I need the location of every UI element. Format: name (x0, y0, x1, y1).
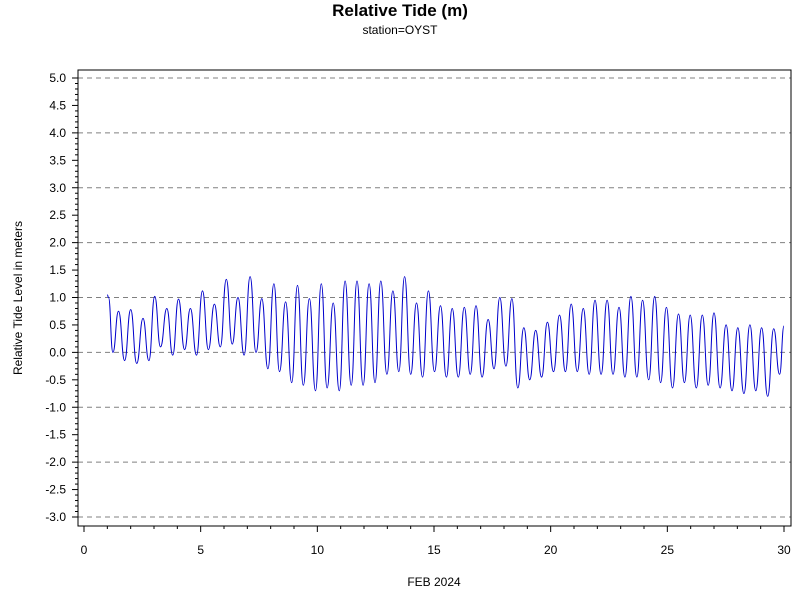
axis-ticks (72, 77, 785, 532)
y-tick-label: 2.0 (49, 236, 66, 250)
y-tick-label: 5.0 (49, 71, 66, 85)
y-tick-label: 0.0 (49, 345, 66, 359)
y-tick-label: 2.5 (49, 208, 66, 222)
y-tick-label: -1.0 (45, 400, 66, 414)
x-tick-label: 5 (197, 543, 204, 557)
y-tick-label: 1.0 (49, 291, 66, 305)
x-tick-label: 10 (311, 543, 325, 557)
y-tick-label: 3.5 (49, 153, 66, 167)
tick-labels: 5.0 4.5 4.0 3.5 3.0 2.5 2.0 1.5 1.0 0.5 0.0 -0.5 -1.… (45, 71, 791, 557)
y-tick-label: -3.0 (45, 510, 66, 524)
y-tick-label: 3.0 (49, 181, 66, 195)
y-tick-label: 1.5 (49, 263, 66, 277)
y-tick-label: -0.5 (45, 373, 66, 387)
chart-title: Relative Tide (m) (332, 1, 468, 20)
y-tick-label: 4.5 (49, 98, 66, 112)
x-tick-label: 30 (777, 543, 791, 557)
x-tick-label: 15 (427, 543, 441, 557)
x-tick-label: 20 (544, 543, 558, 557)
y-tick-label: 0.5 (49, 318, 66, 332)
y-tick-label: -1.5 (45, 428, 66, 442)
chart-subtitle: station=OYST (362, 23, 438, 37)
series-line-tide (107, 276, 785, 397)
y-tick-label: 4.0 (49, 126, 66, 140)
x-axis-title: FEB 2024 (407, 575, 461, 589)
x-tick-label: 0 (81, 543, 88, 557)
y-tick-label: -2.0 (45, 455, 66, 469)
y-axis-title: Relative Tide Level in meters (11, 221, 25, 375)
y-tick-label: -2.5 (45, 483, 66, 497)
x-tick-label: 25 (661, 543, 675, 557)
gridlines (78, 77, 791, 518)
